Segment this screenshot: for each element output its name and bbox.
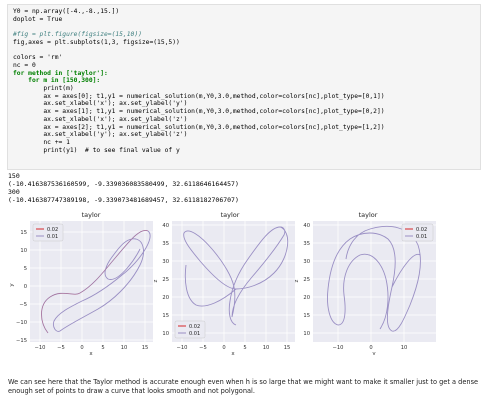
y-tick-label: 40 bbox=[303, 223, 310, 229]
x-tick-label: −10 bbox=[177, 345, 188, 351]
y-tick-label: 25 bbox=[162, 277, 169, 283]
legend: 0.02 0.01 bbox=[32, 223, 64, 242]
x-tick-label: 10 bbox=[121, 345, 128, 351]
x-tick-label: 10 bbox=[401, 345, 408, 351]
code-line: colors = 'rm' bbox=[13, 54, 63, 62]
y-tick-label: 15 bbox=[303, 313, 310, 319]
y-tick-label: 30 bbox=[303, 259, 310, 265]
y-tick-label: 15 bbox=[162, 313, 169, 319]
y-tick-label: 10 bbox=[20, 248, 27, 254]
code-line: fig,axes = plt.subplots(1,3, figsize=(15… bbox=[13, 38, 180, 46]
x-tick-label: 0 bbox=[80, 345, 83, 351]
code-line: ax = axes[0]; t1,y1 = numerical_solution… bbox=[13, 92, 385, 100]
code-line: nc += 1 bbox=[13, 138, 70, 146]
x-axis-label: x bbox=[89, 351, 93, 355]
x-tick-label: 0 bbox=[369, 345, 372, 351]
plot-title: taylor bbox=[221, 211, 240, 219]
y-tick-label: 40 bbox=[162, 223, 169, 229]
x-tick-label: −10 bbox=[35, 345, 46, 351]
x-tick-labels: −10 0 10 bbox=[333, 345, 408, 351]
y-tick-label: 30 bbox=[162, 259, 169, 265]
y-tick-label: 5 bbox=[24, 266, 27, 272]
plot-xy: taylor 0.02 0.01 −10 −5 0 5 10 15 15 bbox=[9, 211, 153, 355]
legend: 0.02 0.01 bbox=[401, 223, 434, 242]
code-line: print(m) bbox=[13, 85, 74, 93]
y-tick-label: 25 bbox=[303, 277, 310, 283]
y-tick-labels: 15 10 5 0 −5 −10 −15 bbox=[16, 230, 27, 344]
code-line: for m in [150,300]: bbox=[13, 77, 101, 85]
x-tick-label: −10 bbox=[333, 345, 344, 351]
code-line: ax.set_xlabel('y'); ax.set_ylabel('z') bbox=[13, 131, 188, 139]
y-tick-label: 35 bbox=[303, 241, 310, 247]
y-axis-label: y bbox=[9, 283, 15, 287]
output-line: (-10.416387536160599, -9.339036083580499… bbox=[8, 180, 239, 188]
x-tick-label: 15 bbox=[284, 345, 291, 351]
legend: 0.02 0.01 bbox=[174, 320, 206, 339]
y-axis-label: z bbox=[153, 279, 159, 282]
y-tick-label: 35 bbox=[162, 241, 169, 247]
trajectory-0.02 bbox=[41, 230, 149, 334]
code-comment-line: #fig = plt.figure(figsize=(15,10)) bbox=[13, 31, 142, 39]
output-line: 300 bbox=[8, 188, 20, 196]
y-tick-labels: 40 35 30 25 20 15 10 bbox=[303, 223, 310, 337]
plot-xz: taylor 0.02 0.01 −10 −5 0 5 10 15 40 35 bbox=[153, 211, 295, 355]
x-tick-label: 0 bbox=[222, 345, 225, 351]
y-tick-label: 0 bbox=[24, 284, 27, 290]
y-tick-label: 20 bbox=[162, 295, 169, 301]
x-tick-label: −5 bbox=[57, 345, 65, 351]
markdown-text: We can see here that the Taylor method i… bbox=[8, 378, 479, 395]
y-tick-label: −10 bbox=[16, 320, 27, 326]
code-line: Y0 = np.array([-4.,-8.,15.]) bbox=[13, 8, 120, 15]
plot-title: taylor bbox=[82, 211, 101, 219]
cell-output: 150 (-10.416387536160599, -9.33903608358… bbox=[8, 172, 239, 204]
x-tick-label: 15 bbox=[142, 345, 149, 351]
y-tick-label: 10 bbox=[162, 331, 169, 337]
y-tick-labels: 40 35 30 25 20 15 10 bbox=[162, 223, 169, 337]
code-line: ax.set_xlabel('x'); ax.set_ylabel('z') bbox=[13, 115, 188, 123]
x-tick-labels: −10 −5 0 5 10 15 bbox=[177, 345, 291, 351]
x-tick-label: 5 bbox=[101, 345, 104, 351]
grid bbox=[30, 221, 153, 342]
x-tick-labels: −10 −5 0 5 10 15 bbox=[35, 345, 149, 351]
y-tick-label: 20 bbox=[303, 295, 310, 301]
plot-figure: taylor 0.02 0.01 −10 −5 0 5 10 15 15 bbox=[9, 211, 436, 355]
code-line: nc = 0 bbox=[13, 61, 36, 69]
code-line: ax = axes[1]; t1,y1 = numerical_solution… bbox=[13, 108, 385, 116]
legend-label: 0.02 bbox=[189, 324, 200, 330]
y-axis-label: z bbox=[294, 279, 300, 282]
legend-label: 0.01 bbox=[189, 331, 200, 337]
code-line: print(y1) # to see final value of y bbox=[13, 146, 180, 154]
x-tick-label: 10 bbox=[263, 345, 270, 351]
trajectory-0.01 bbox=[183, 226, 289, 326]
y-tick-label: 15 bbox=[20, 230, 27, 236]
code-line: ax = axes[2]; t1,y1 = numerical_solution… bbox=[13, 123, 385, 131]
legend-label: 0.01 bbox=[416, 234, 427, 240]
x-axis-label: x bbox=[231, 351, 235, 355]
code-block[interactable]: Y0 = np.array([-4.,-8.,15.]) doplot = Tr… bbox=[13, 8, 385, 154]
output-line: (-10.416387747389198, -9.339073481689457… bbox=[8, 196, 239, 204]
code-line: ax.set_xlabel('x'); ax.set_ylabel('y') bbox=[13, 100, 188, 108]
code-line: for method in ['taylor']: bbox=[13, 69, 108, 77]
trajectory-0.01 bbox=[41, 229, 151, 334]
plot-yz: taylor 0.02 0.01 −10 0 10 40 35 30 25 20 bbox=[294, 211, 436, 355]
x-tick-label: −5 bbox=[199, 345, 207, 351]
output-line: 150 bbox=[8, 172, 20, 180]
x-tick-label: 5 bbox=[243, 345, 246, 351]
legend-label: 0.02 bbox=[416, 227, 427, 233]
legend-label: 0.02 bbox=[47, 227, 58, 233]
y-tick-label: 10 bbox=[303, 331, 310, 337]
plot-title: taylor bbox=[359, 211, 378, 219]
x-axis-label: y bbox=[372, 351, 376, 355]
trajectory-0.01 bbox=[327, 225, 421, 332]
y-tick-label: −5 bbox=[19, 302, 27, 308]
legend-label: 0.01 bbox=[47, 234, 58, 240]
code-line: doplot = True bbox=[13, 15, 63, 23]
code-cell[interactable]: Y0 = np.array([-4.,-8.,15.]) doplot = Tr… bbox=[7, 4, 481, 170]
y-tick-label: −15 bbox=[16, 338, 27, 344]
